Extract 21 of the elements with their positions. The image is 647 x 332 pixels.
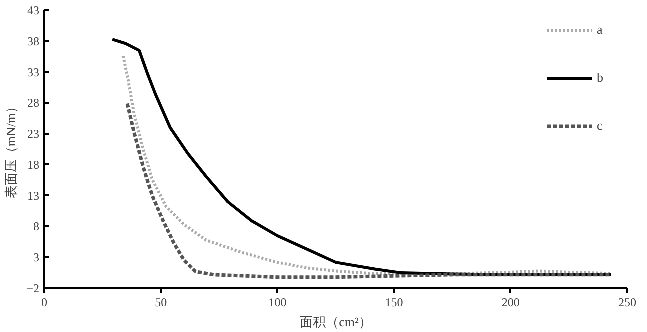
y-tick-label: 33	[28, 65, 40, 80]
y-tick-label: −2	[26, 282, 40, 296]
x-tick-label: 100	[268, 296, 287, 310]
x-tick-label: 50	[155, 296, 168, 310]
x-tick-label: 150	[385, 296, 404, 310]
y-tick-label: 13	[28, 188, 40, 203]
y-tick-label: 38	[28, 34, 40, 48]
x-tick-label: 0	[42, 296, 48, 310]
x-tick-label: 250	[618, 296, 636, 310]
legend-label: a	[597, 22, 604, 38]
legend-label: c	[597, 118, 604, 134]
y-axis-title: 表面压（mN/m）	[4, 100, 19, 199]
y-tick-label: 8	[34, 220, 40, 234]
legend-label: b	[597, 70, 604, 86]
y-tick-label: 18	[28, 158, 40, 172]
x-tick-label: 200	[502, 296, 520, 310]
y-tick-label: 3	[34, 250, 40, 265]
y-tick-label: 28	[28, 96, 40, 110]
y-tick-label: 23	[28, 127, 40, 142]
y-tick-label: 43	[28, 4, 40, 18]
x-axis-title: 面积（cm²）	[300, 314, 372, 330]
